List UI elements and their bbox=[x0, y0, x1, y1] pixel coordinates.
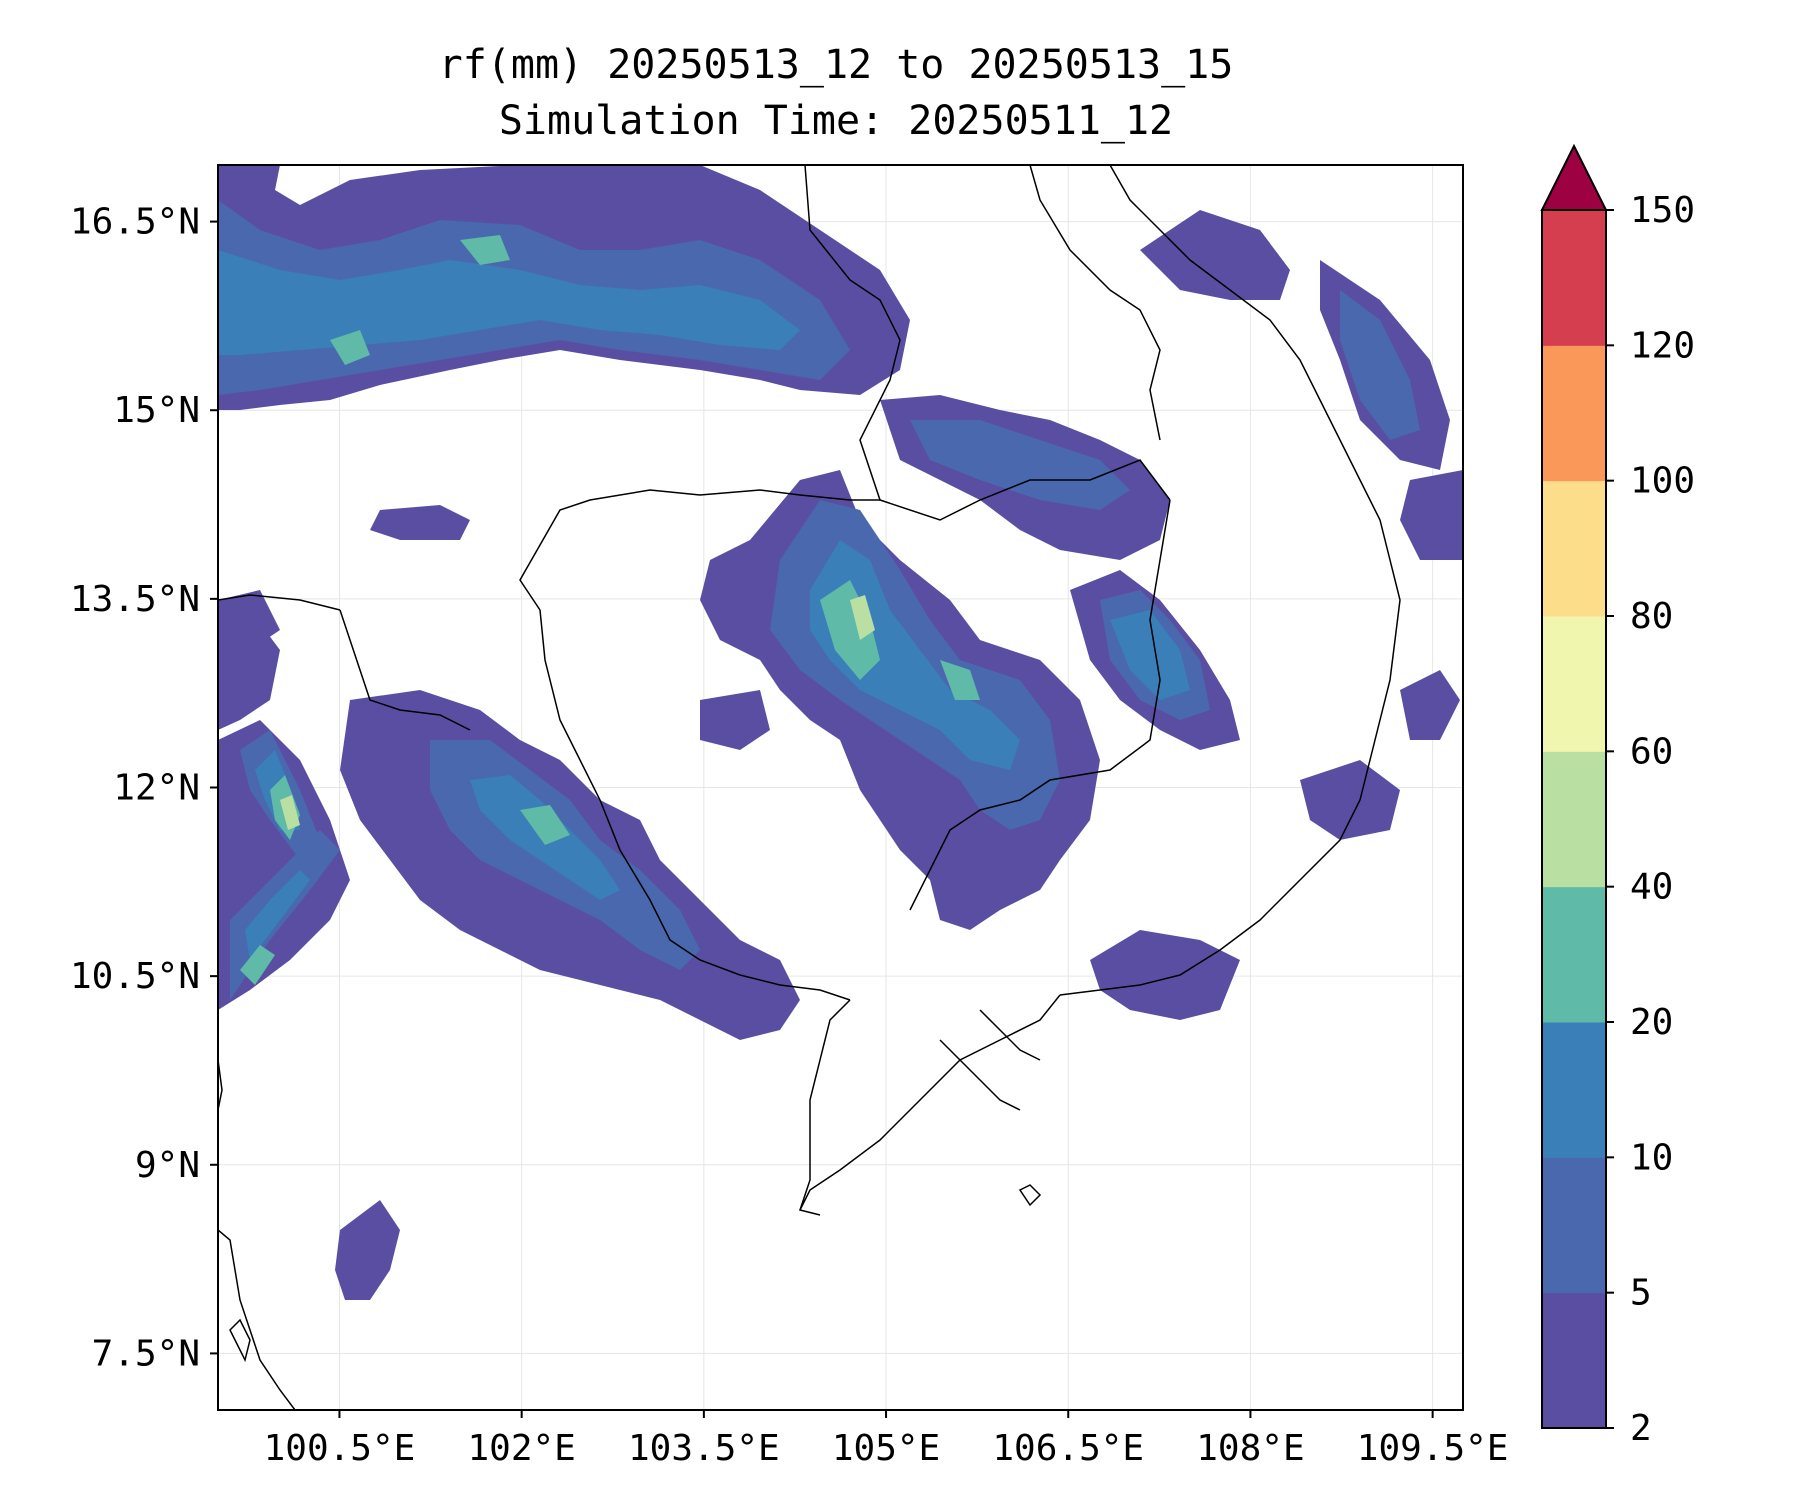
x-tick-label: 100.5°E bbox=[264, 1428, 416, 1469]
colorbar-tick-label: 20 bbox=[1630, 1002, 1673, 1043]
x-tick-label: 103.5°E bbox=[628, 1428, 780, 1469]
colorbar-band bbox=[1542, 210, 1606, 346]
y-tick-label: 10.5°N bbox=[70, 956, 200, 997]
colorbar-band bbox=[1542, 1292, 1606, 1429]
colorbar-band bbox=[1542, 480, 1606, 617]
x-tick-label: 106.5°E bbox=[992, 1428, 1144, 1469]
colorbar-tick-label: 10 bbox=[1630, 1137, 1673, 1178]
colorbar-frame bbox=[1541, 209, 1607, 1429]
colorbar-band bbox=[1542, 751, 1606, 888]
colorbar-band bbox=[1542, 616, 1606, 752]
map-axis-ticks: 100.5°E 102°E 103.5°E 105°E 106.5°E 108°E 109.… bbox=[70, 202, 1509, 1469]
colorbar-tick-label: 40 bbox=[1630, 867, 1673, 908]
figure-title-line1: rf(mm) 20250513_12 to 20250513_15 bbox=[439, 42, 1234, 88]
colorbar-band bbox=[1542, 886, 1606, 1023]
y-tick-label: 15°N bbox=[113, 390, 200, 431]
x-tick-label: 109.5°E bbox=[1357, 1428, 1509, 1469]
colorbar-tick-label: 80 bbox=[1630, 596, 1673, 637]
y-tick-label: 7.5°N bbox=[92, 1333, 200, 1374]
map-area: 100.5°E 102°E 103.5°E 105°E 106.5°E 108°E 109.… bbox=[70, 164, 1509, 1469]
colorbar-band bbox=[1542, 345, 1606, 482]
figure-title-line2: Simulation Time: 20250511_12 bbox=[499, 98, 1173, 144]
colorbar-tick-label: 2 bbox=[1630, 1408, 1652, 1449]
y-tick-label: 13.5°N bbox=[70, 579, 200, 620]
colorbar-tick-label: 60 bbox=[1630, 731, 1673, 772]
y-tick-label: 9°N bbox=[135, 1145, 200, 1186]
coastlines-and-borders bbox=[218, 165, 1401, 1410]
colorbar-extend-arrow bbox=[1540, 143, 1608, 211]
colorbar: 2 5 10 20 40 60 80 100 120 150 bbox=[1540, 143, 1695, 1449]
y-tick-label: 16.5°N bbox=[70, 202, 200, 243]
rainfall-field bbox=[218, 165, 1463, 1300]
colorbar-band bbox=[1542, 1022, 1606, 1158]
colorbar-tick-label: 100 bbox=[1630, 461, 1695, 502]
colorbar-tick-label: 150 bbox=[1630, 190, 1695, 231]
x-tick-label: 102°E bbox=[467, 1428, 575, 1469]
x-tick-label: 108°E bbox=[1196, 1428, 1304, 1469]
map-gridlines bbox=[218, 165, 1463, 1410]
colorbar-tick-label: 120 bbox=[1630, 325, 1695, 366]
x-tick-label: 105°E bbox=[832, 1428, 940, 1469]
y-tick-label: 12°N bbox=[113, 768, 200, 809]
colorbar-tick-label: 5 bbox=[1630, 1273, 1652, 1314]
colorbar-band bbox=[1542, 1157, 1606, 1294]
